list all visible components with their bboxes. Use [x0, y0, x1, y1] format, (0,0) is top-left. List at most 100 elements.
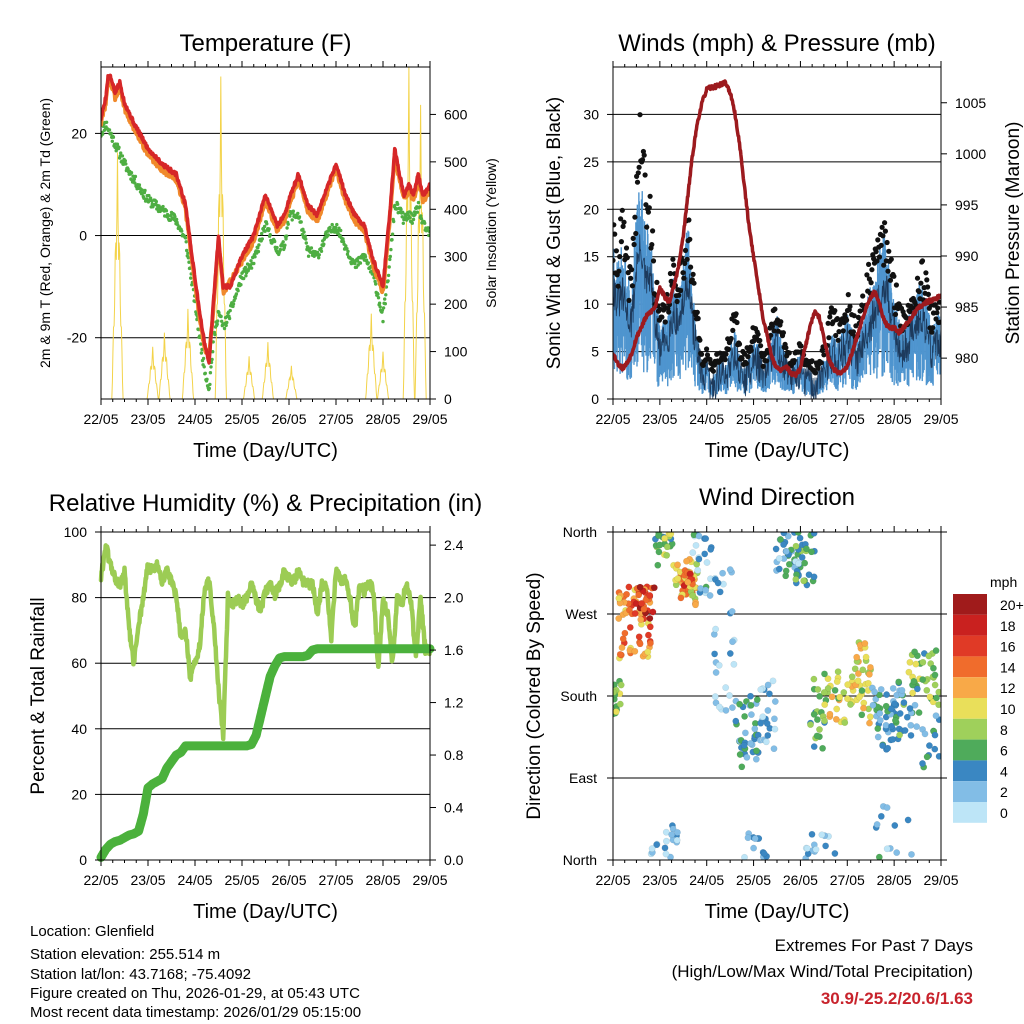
gust-point — [786, 350, 792, 356]
direction-point — [661, 534, 668, 542]
info-created: Figure created on Thu, 2026-01-29, at 05… — [30, 985, 360, 1002]
x-tick-label: 24/05 — [689, 411, 724, 427]
dewpoint-point — [205, 377, 209, 381]
gust-point — [668, 278, 674, 284]
y-tick-label: West — [565, 606, 597, 622]
dewpoint-point — [252, 261, 256, 266]
dewpoint-point — [387, 265, 391, 269]
x-tick-label: 29/05 — [923, 872, 958, 888]
direction-point — [932, 712, 940, 720]
dewpoint-point — [173, 214, 177, 219]
gust-point — [687, 236, 693, 242]
dewpoint-point — [306, 254, 311, 258]
direction-point — [909, 689, 916, 697]
direction-point — [722, 707, 730, 714]
dewpoint-point — [399, 207, 403, 212]
direction-point — [926, 693, 934, 701]
y-tick-label: North — [563, 524, 597, 540]
dewpoint-point — [260, 231, 264, 236]
gust-point — [637, 112, 643, 118]
direction-point — [674, 575, 682, 582]
y2-tick-label: 2.0 — [444, 590, 464, 606]
direction-point — [866, 670, 873, 678]
extremes-title: Extremes For Past 7 Days — [774, 936, 973, 955]
x-tick-label: 24/05 — [177, 872, 212, 888]
dewpoint-point — [129, 171, 134, 175]
dewpoint-point — [304, 241, 308, 245]
direction-point — [722, 684, 730, 691]
gust-point — [844, 317, 850, 323]
chart-humidity: Relative Humidity (%) & Precipitation (i… — [28, 490, 482, 923]
x-tick-label: 28/05 — [877, 411, 912, 427]
direction-point — [821, 717, 828, 725]
direction-point — [854, 677, 862, 685]
direction-point — [855, 670, 862, 677]
direction-point — [743, 753, 751, 761]
dewpoint-point — [224, 323, 228, 328]
gust-point — [934, 310, 940, 316]
dewpoint-point — [381, 306, 386, 310]
dewpoint-point — [186, 251, 190, 255]
gust-point — [631, 241, 637, 248]
dewpoint-point — [284, 237, 288, 241]
x-tick-label: 22/05 — [595, 872, 630, 888]
direction-point — [844, 681, 852, 688]
gust-point — [821, 352, 827, 358]
dewpoint-point — [335, 222, 339, 227]
dewpoint-point — [386, 279, 390, 283]
gust-point — [869, 267, 875, 273]
direction-point — [896, 710, 904, 717]
y-tick-label: -20 — [67, 330, 87, 346]
dewpoint-point — [148, 196, 153, 200]
y2-tick-label: 0.4 — [444, 800, 464, 816]
direction-point — [866, 713, 874, 721]
dewpoint-point — [183, 236, 188, 240]
dewpoint-point — [309, 246, 314, 250]
temp-2m-line — [101, 73, 430, 365]
gust-point — [757, 337, 763, 344]
direction-point — [771, 698, 779, 705]
dewpoint-point — [202, 365, 206, 369]
direction-point — [869, 701, 877, 709]
direction-point — [889, 685, 897, 692]
direction-point — [888, 722, 895, 730]
insolation-spike — [261, 342, 274, 399]
x-tick-label: 25/05 — [224, 411, 259, 427]
dewpoint-point — [426, 226, 430, 230]
dewpoint-point — [296, 211, 300, 216]
direction-point — [623, 590, 630, 598]
gust-point — [924, 277, 930, 283]
gust-point — [809, 358, 815, 364]
gust-point — [681, 275, 687, 281]
direction-point — [736, 700, 743, 708]
gust-point — [832, 308, 838, 314]
direction-point — [751, 725, 759, 733]
dewpoint-point — [210, 357, 214, 362]
x-tick-label: 23/05 — [130, 411, 165, 427]
direction-point — [875, 853, 883, 860]
chart-temperature: Temperature (F) 22/05 23/05 24/05 25/05 26/05… — [37, 30, 499, 462]
direction-point — [860, 704, 867, 712]
direction-point — [714, 579, 722, 587]
direction-point — [810, 743, 818, 750]
direction-point — [889, 736, 897, 743]
dewpoint-point — [203, 371, 207, 375]
direction-point — [757, 719, 765, 727]
dewpoint-point — [291, 209, 295, 213]
legend-swatch — [953, 594, 987, 615]
direction-point — [741, 853, 748, 860]
gust-point — [881, 262, 887, 268]
y-tick-label: 10 — [583, 296, 599, 312]
x-tick-label: 26/05 — [271, 872, 306, 888]
direction-point — [751, 835, 759, 842]
dewpoint-point — [408, 216, 412, 220]
direction-point — [903, 713, 911, 721]
legend-swatch — [953, 656, 987, 678]
dewpoint-point — [326, 229, 330, 233]
direction-point — [644, 648, 652, 656]
direction-point — [803, 545, 810, 553]
direction-point — [635, 633, 643, 641]
gust-point — [827, 314, 833, 320]
info-elevation: Station elevation: 255.514 m — [30, 946, 221, 963]
direction-point — [833, 678, 841, 685]
